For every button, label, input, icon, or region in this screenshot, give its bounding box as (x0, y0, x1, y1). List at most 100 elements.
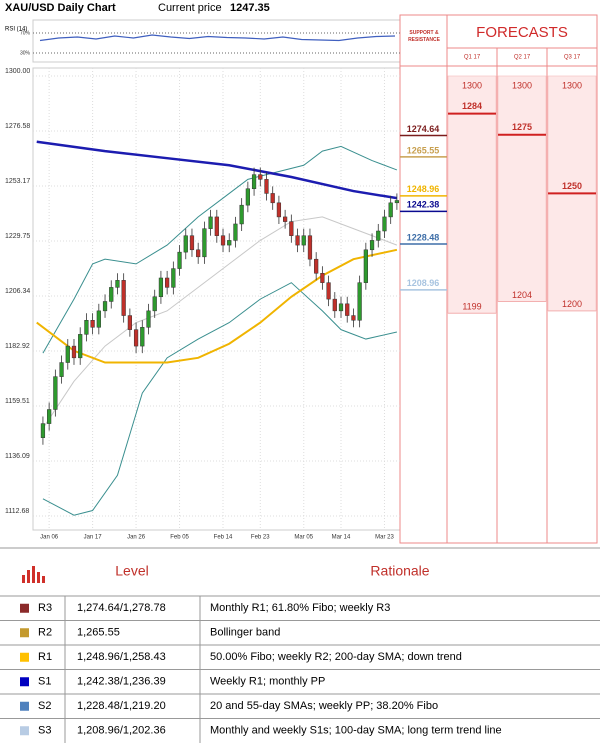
rsi-tick-label: 70% (20, 30, 31, 36)
forecast-column: Q3 17 (564, 55, 581, 61)
x-tick-label: Jan 17 (84, 535, 103, 541)
candle-body (47, 409, 52, 424)
candle-body (239, 204, 244, 225)
x-tick-label: Mar 14 (332, 535, 351, 541)
indicator-line (42, 282, 398, 516)
candle-body (214, 216, 219, 236)
candle-body (295, 235, 300, 246)
candle-body (59, 362, 64, 377)
chart-title: XAU/USD Daily Chart (5, 2, 116, 14)
rationale: Monthly and weekly S1s; 100-day SMA; lon… (210, 725, 502, 737)
candle-body (307, 235, 313, 260)
y-tick-label: 1159.51 (5, 398, 30, 405)
candle-body (351, 315, 356, 321)
forecast-column: Q2 17 (514, 55, 531, 61)
candle-body (165, 277, 170, 288)
forecast-title: FORECASTS (476, 24, 568, 41)
x-tick-label: Feb 14 (214, 535, 233, 541)
level-value: 1,265.55 (77, 627, 120, 639)
table-header: Rationale (370, 563, 429, 579)
candle-body (345, 303, 350, 316)
rsi-line (39, 34, 396, 42)
level-swatch (20, 628, 29, 638)
level-code: S1 (38, 676, 51, 688)
candle-body (320, 273, 325, 283)
candle-body (65, 345, 70, 363)
y-tick-label: 1300.00 (5, 68, 30, 75)
x-tick-label: Feb 23 (251, 535, 270, 541)
candle-body (196, 249, 201, 258)
forecast-range (447, 75, 497, 314)
candle-body (102, 301, 108, 312)
forecast-max: 1300 (512, 80, 532, 90)
x-tick-label: Jan 26 (127, 535, 146, 541)
candle-body (394, 200, 400, 204)
level-value: 1,274.64/1,278.78 (77, 602, 166, 614)
level-label: 1248.96 (407, 184, 440, 194)
candle-body (270, 193, 275, 204)
level-code: S3 (38, 725, 51, 737)
candle-body (369, 240, 375, 251)
candle-body (40, 423, 46, 438)
candle-body (245, 188, 250, 206)
candle-body (177, 251, 182, 269)
candle-body (357, 282, 362, 321)
candle-body (264, 179, 269, 194)
candle-body (152, 296, 157, 312)
candle-body (115, 280, 120, 288)
y-tick-label: 1136.09 (5, 453, 30, 460)
rationale: Monthly R1; 61.80% Fibo; weekly R3 (210, 602, 390, 614)
y-tick-label: 1253.17 (5, 178, 30, 185)
level-swatch (20, 726, 29, 736)
candle-body (140, 327, 145, 347)
y-tick-label: 1112.68 (5, 508, 29, 515)
level-value: 1,248.96/1,258.43 (77, 651, 166, 663)
candle-body (158, 277, 164, 298)
level-swatch (20, 701, 29, 711)
level-swatch (20, 652, 29, 662)
forecast-frame (399, 14, 598, 544)
forecast-max: 1300 (462, 80, 482, 90)
candle-body (326, 282, 331, 300)
candle-body (90, 320, 95, 328)
candle-body (283, 216, 288, 222)
candle-body (251, 174, 257, 189)
level-code: S2 (38, 700, 51, 712)
candle-body (301, 235, 306, 246)
table-icon (22, 566, 45, 583)
candle-body (127, 315, 132, 330)
x-tick-label: Feb 05 (170, 535, 189, 541)
candle-body (382, 216, 387, 232)
candle-body (189, 235, 195, 251)
candle-body (183, 235, 188, 253)
candle-body (109, 287, 114, 302)
x-tick-label: Mar 05 (294, 535, 313, 541)
y-tick-label: 1229.75 (5, 233, 30, 240)
rationale: Bollinger band (210, 627, 280, 639)
candle-body (363, 249, 368, 283)
rationale: 50.00% Fibo; weekly R2; 200-day SMA; dow… (210, 651, 462, 663)
level-value: 1,242.38/1,236.39 (77, 676, 166, 688)
candle-body (338, 303, 344, 312)
level-label: 1242.38 (407, 200, 440, 210)
level-swatch (20, 677, 29, 687)
candle-body (202, 228, 207, 258)
forecast-max: 1300 (562, 80, 582, 90)
candle-body (314, 258, 319, 274)
candle-body (78, 334, 83, 359)
y-tick-label: 1182.92 (5, 343, 30, 350)
candle-body (121, 280, 126, 316)
candle-body (233, 223, 238, 241)
forecast-min-label: 1200 (562, 299, 582, 309)
level-value: 1,208.96/1,202.36 (77, 725, 166, 737)
level-swatch (20, 603, 29, 613)
rsi-frame (32, 19, 401, 63)
rationale: 20 and 55-day SMAs; weekly PP; 38.20% Fi… (210, 700, 438, 712)
indicator-line (42, 216, 398, 429)
x-tick-label: Mar 23 (375, 535, 394, 541)
forecast-mean-label: 1284 (462, 101, 482, 111)
price-label: Current price (158, 2, 222, 14)
rationale: Weekly R1; monthly PP (210, 676, 325, 688)
